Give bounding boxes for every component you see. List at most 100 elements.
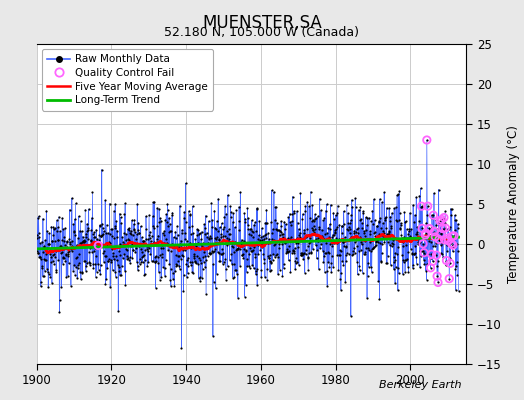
Point	[215, 258, 224, 264]
Point	[106, 230, 114, 237]
Point	[356, 233, 364, 240]
Point	[118, 239, 127, 245]
Point	[351, 204, 359, 210]
Point	[354, 271, 362, 278]
Point	[298, 215, 307, 222]
Point	[139, 253, 148, 259]
Point	[348, 203, 357, 210]
Point	[156, 244, 165, 251]
Point	[399, 239, 407, 245]
Point	[186, 259, 194, 265]
Point	[411, 212, 419, 218]
Point	[212, 270, 221, 277]
Point	[56, 228, 64, 234]
Point	[45, 271, 53, 278]
Point	[171, 234, 180, 241]
Point	[255, 241, 263, 247]
Point	[96, 271, 104, 277]
Point	[86, 260, 94, 266]
Point	[438, 216, 446, 223]
Point	[137, 259, 146, 266]
Point	[177, 345, 185, 351]
Point	[206, 233, 215, 240]
Point	[126, 228, 135, 234]
Point	[417, 204, 425, 210]
Point	[342, 252, 350, 258]
Point	[408, 250, 417, 256]
Point	[66, 239, 74, 245]
Point	[91, 245, 99, 252]
Point	[317, 241, 325, 247]
Point	[151, 285, 160, 291]
Point	[423, 212, 431, 218]
Point	[50, 251, 59, 257]
Point	[38, 273, 47, 279]
Point	[92, 239, 101, 246]
Point	[346, 225, 354, 232]
Point	[57, 250, 65, 257]
Point	[423, 261, 432, 267]
Point	[257, 267, 266, 273]
Point	[213, 249, 222, 256]
Point	[103, 242, 111, 248]
Point	[352, 236, 361, 242]
Point	[246, 248, 255, 254]
Point	[187, 211, 195, 218]
Point	[319, 235, 327, 241]
Point	[415, 192, 423, 199]
Point	[400, 218, 409, 225]
Point	[159, 240, 168, 246]
Point	[383, 205, 391, 211]
Point	[137, 249, 146, 255]
Point	[84, 227, 93, 234]
Point	[173, 223, 181, 229]
Point	[344, 237, 353, 243]
Point	[165, 214, 173, 221]
Point	[98, 232, 106, 238]
Point	[341, 243, 350, 250]
Point	[168, 212, 176, 218]
Point	[164, 247, 172, 253]
Point	[245, 230, 254, 237]
Point	[353, 258, 361, 265]
Point	[239, 238, 248, 245]
Point	[99, 224, 107, 231]
Point	[318, 233, 326, 240]
Point	[275, 244, 283, 251]
Point	[171, 268, 179, 274]
Point	[118, 234, 126, 240]
Point	[63, 272, 72, 279]
Point	[271, 254, 279, 260]
Point	[288, 211, 297, 218]
Point	[255, 218, 264, 224]
Point	[281, 226, 289, 232]
Point	[177, 256, 185, 262]
Point	[263, 220, 271, 226]
Point	[384, 252, 392, 259]
Point	[289, 248, 298, 255]
Y-axis label: Temperature Anomaly (°C): Temperature Anomaly (°C)	[507, 125, 520, 283]
Point	[256, 247, 265, 254]
Point	[142, 225, 150, 232]
Point	[306, 239, 314, 246]
Point	[312, 236, 320, 242]
Point	[421, 252, 429, 258]
Point	[245, 251, 253, 257]
Point	[256, 237, 264, 244]
Point	[125, 237, 133, 243]
Point	[95, 232, 103, 239]
Point	[451, 212, 459, 218]
Point	[327, 260, 335, 266]
Point	[321, 231, 330, 238]
Point	[205, 249, 214, 256]
Point	[429, 243, 437, 249]
Point	[292, 234, 301, 241]
Point	[48, 252, 57, 258]
Point	[342, 258, 351, 265]
Point	[283, 246, 291, 252]
Point	[248, 228, 257, 234]
Point	[193, 226, 201, 233]
Point	[65, 236, 73, 242]
Point	[300, 250, 308, 256]
Point	[314, 213, 322, 220]
